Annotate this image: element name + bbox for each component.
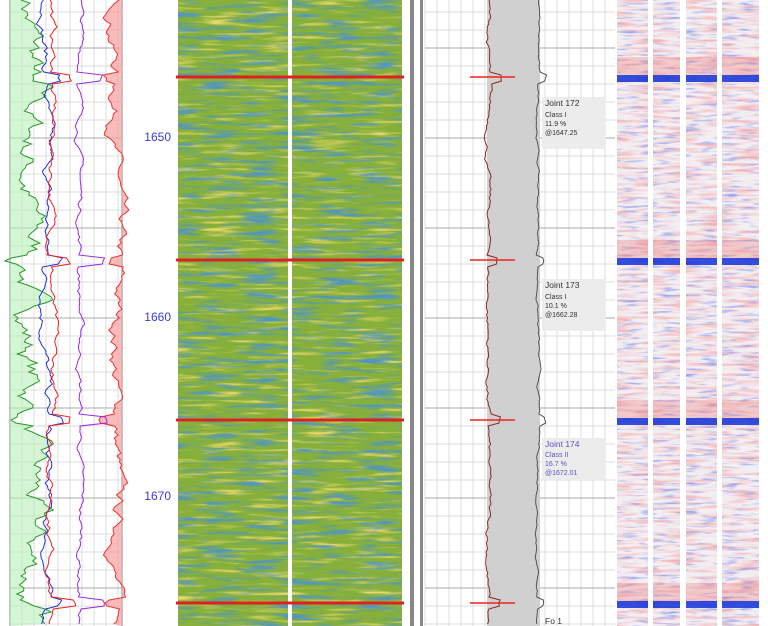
joint-name: Joint 173 [545, 280, 580, 290]
log-curves [3, 0, 548, 626]
red-curve [44, 0, 77, 625]
depth-label: 1660 [144, 310, 171, 324]
joint-zone [722, 240, 759, 258]
image-tracks [176, 0, 759, 626]
curve-fill [4, 0, 54, 626]
image-texture [653, 0, 680, 626]
joint-annotation: Joint 173 Class I 10.1 % @1662.28 [542, 279, 606, 331]
joint-loss: 16.7 % [545, 461, 567, 468]
joint-stripe [653, 75, 680, 82]
label-box [542, 97, 606, 149]
joint-annotation: Joint 172 Class I 11.9 % @1647.25 [542, 97, 606, 149]
joint-stripe [617, 258, 648, 265]
joint-stripe [617, 418, 648, 425]
joint-depth: @1672.01 [545, 470, 578, 477]
joint-zone [617, 240, 648, 258]
dark-curve [483, 0, 502, 625]
joint-stripe [617, 601, 648, 608]
separator [420, 0, 423, 626]
separator [410, 0, 414, 626]
joint-stripe [686, 418, 717, 425]
joint-stripe [722, 601, 759, 608]
image-texture [617, 0, 648, 626]
joint-zone [653, 57, 680, 75]
joint-stripe [722, 75, 759, 82]
joint-name: Joint 172 [545, 98, 580, 108]
joint-line [176, 601, 404, 605]
joint-zone [686, 583, 717, 601]
image-texture [292, 0, 402, 626]
joint-zone [686, 57, 717, 75]
shaded-band [487, 0, 540, 626]
depth-label: 1650 [144, 130, 171, 144]
red-curve [98, 0, 130, 625]
joint-loss: 10.1 % [545, 303, 567, 310]
joint-zone [653, 400, 680, 418]
label-box [542, 279, 606, 331]
joint-depth: @1647.25 [545, 130, 578, 137]
purple-curve [73, 0, 108, 625]
formation-label: Fo 1 [545, 616, 562, 626]
joint-zone [617, 57, 648, 75]
joint-zone [686, 240, 717, 258]
joint-line [176, 258, 404, 262]
joint-stripe [617, 75, 648, 82]
joint-name: Joint 174 [545, 439, 580, 449]
joint-zone [722, 583, 759, 601]
joint-stripe [722, 258, 759, 265]
label-box [542, 438, 606, 480]
joint-annotation: Joint 174 Class II 16.7 % @1672.01 [542, 438, 606, 480]
joint-loss: 11.9 % [545, 121, 566, 128]
joint-depth: @1662.28 [545, 312, 578, 319]
depth-label: 1670 [144, 489, 171, 503]
joint-stripe [722, 418, 759, 425]
image-texture [686, 0, 717, 626]
joint-zone [722, 57, 759, 75]
image-texture [178, 0, 288, 626]
blue-curve [35, 0, 64, 625]
joint-zone [653, 583, 680, 601]
joint-class: Class I [545, 294, 566, 301]
joint-line [176, 75, 404, 79]
joint-zone [686, 400, 717, 418]
image-texture [722, 0, 759, 626]
joint-class: Class II [545, 452, 568, 459]
joint-zone [653, 240, 680, 258]
joint-stripe [686, 75, 717, 82]
joint-stripe [686, 601, 717, 608]
joint-stripe [653, 418, 680, 425]
joint-stripe [653, 258, 680, 265]
green-curve [3, 0, 55, 625]
joint-class: Class I [545, 112, 566, 119]
joint-line [176, 418, 404, 422]
joint-zone [617, 400, 648, 418]
joint-stripe [686, 258, 717, 265]
joint-zone [722, 400, 759, 418]
joint-stripe [653, 601, 680, 608]
dark-curve [534, 0, 548, 625]
joint-zone [617, 583, 648, 601]
